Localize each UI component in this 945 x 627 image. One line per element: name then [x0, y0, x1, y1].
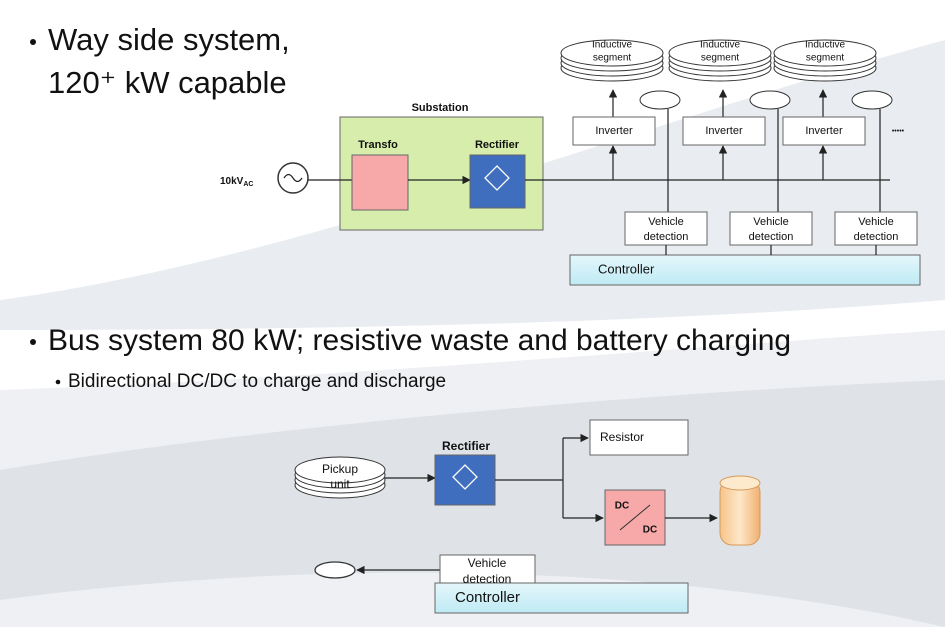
- sensor-loop: [851, 90, 893, 110]
- source-voltage: 10kVAC: [220, 176, 253, 188]
- label: detection: [463, 572, 512, 586]
- label: Vehicle: [648, 216, 683, 228]
- label: Controller: [598, 261, 655, 276]
- label: Inverter: [595, 125, 633, 137]
- label: Controller: [455, 589, 520, 606]
- label: Inverter: [705, 125, 743, 137]
- coil-disc: [294, 456, 386, 484]
- voltage-sub: AC: [243, 181, 253, 188]
- inverter-box: [572, 116, 656, 146]
- label: Inductive: [592, 40, 632, 51]
- coil-disc: [560, 39, 664, 67]
- label: segment: [701, 53, 740, 64]
- diagram-shapes: [277, 39, 921, 614]
- bullets: [30, 39, 61, 385]
- voltage: 10kV: [220, 176, 244, 187]
- label: Vehicle: [858, 216, 893, 228]
- coil-disc: [668, 39, 772, 67]
- label: Inductive: [805, 40, 845, 51]
- label: •••••: [892, 128, 905, 135]
- label: segment: [593, 53, 632, 64]
- inverter-box: [782, 116, 866, 146]
- inverter-box: [682, 116, 766, 146]
- detection-box: [834, 211, 918, 246]
- label: Inductive: [700, 40, 740, 51]
- sensor-loop: [639, 90, 681, 110]
- label: Vehicle: [468, 556, 507, 570]
- label: DC: [643, 525, 657, 536]
- label: detection: [749, 231, 794, 243]
- detection-box: [624, 211, 708, 246]
- coil-disc: [773, 39, 877, 67]
- label: detection: [854, 231, 899, 243]
- label: Substation: [412, 102, 469, 114]
- label: detection: [644, 231, 689, 243]
- label: Transfo: [358, 139, 398, 151]
- heading: Way side system,: [48, 22, 290, 57]
- label: unit: [330, 477, 350, 491]
- label: Vehicle: [753, 216, 788, 228]
- label: Inverter: [805, 125, 843, 137]
- label: segment: [806, 53, 845, 64]
- label: Pickup: [322, 462, 358, 476]
- heading: Bus system 80 kW; resistive waste and ba…: [48, 324, 791, 357]
- subheading: Bidirectional DC/DC to charge and discha…: [68, 371, 446, 392]
- heading: 120⁺ kW capable: [48, 65, 287, 100]
- label: Rectifier: [475, 139, 520, 151]
- detection-box: [729, 211, 813, 246]
- sensor-loop: [749, 90, 791, 110]
- label: DC: [615, 501, 629, 512]
- label: Resistor: [600, 430, 644, 444]
- label: Rectifier: [442, 439, 490, 453]
